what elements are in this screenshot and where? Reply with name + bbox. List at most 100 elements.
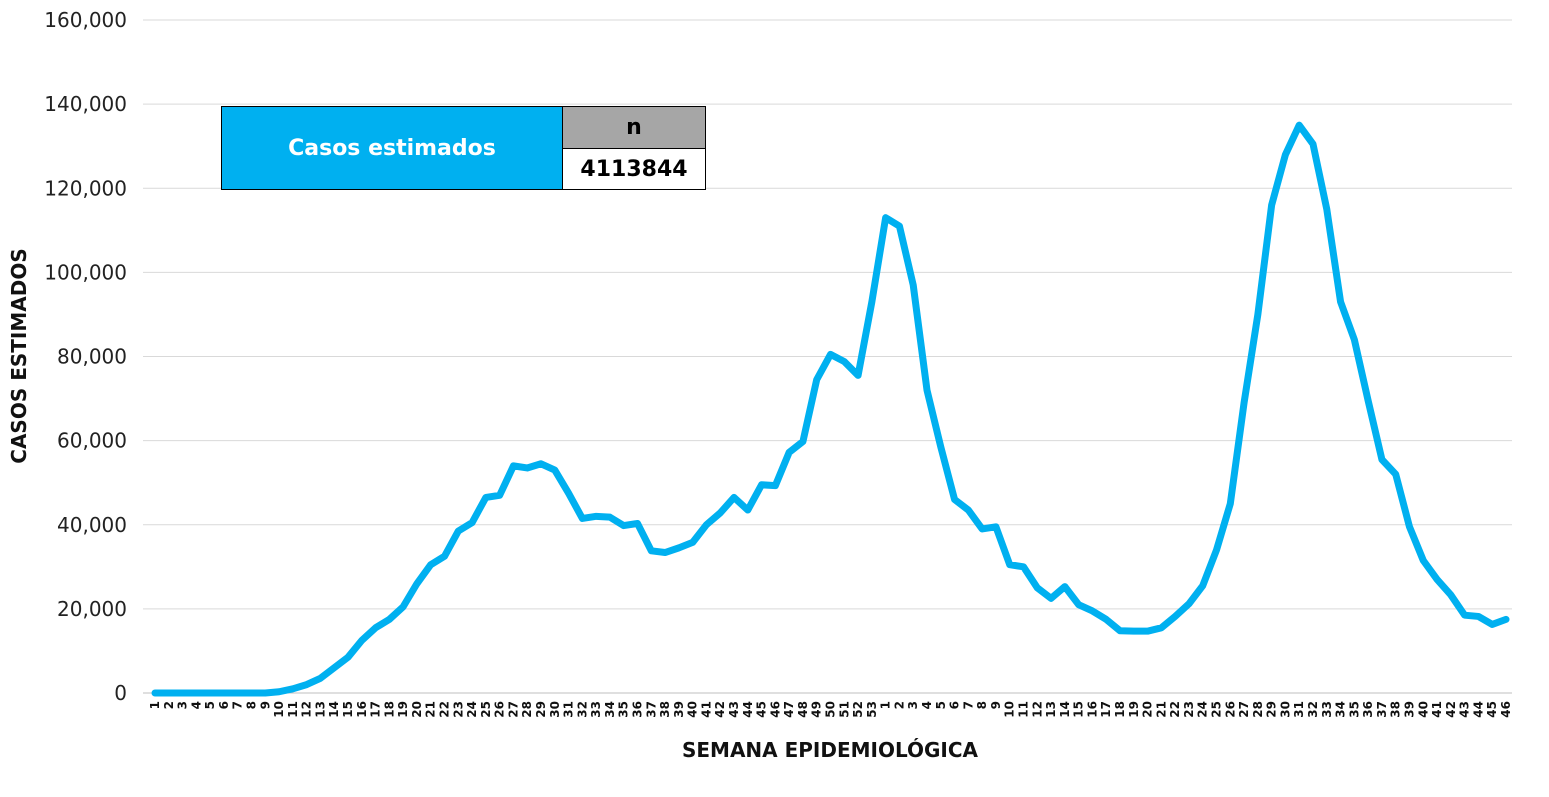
x-tick-label: 16 xyxy=(1085,701,1099,718)
x-tick-label: 37 xyxy=(644,701,658,718)
x-tick-label: 49 xyxy=(810,701,824,718)
y-tick-label: 0 xyxy=(114,681,127,705)
x-tick-label: 43 xyxy=(1458,701,1472,718)
y-axis-ticks: 0 20,000 40,000 60,000 80,000 100,000 120,000 1… xyxy=(44,8,127,705)
y-tick-label: 20,000 xyxy=(57,597,127,621)
y-tick-label: 140,000 xyxy=(44,92,127,116)
x-tick-label: 28 xyxy=(520,701,534,718)
x-tick-label: 40 xyxy=(1416,701,1430,718)
x-tick-label: 1 xyxy=(879,701,893,709)
x-tick-label: 18 xyxy=(382,701,396,718)
x-tick-label: 10 xyxy=(272,701,286,718)
x-tick-label: 40 xyxy=(686,701,700,718)
x-tick-label: 38 xyxy=(658,701,672,718)
x-tick-label: 3 xyxy=(906,701,920,709)
x-tick-label: 15 xyxy=(341,701,355,718)
x-tick-label: 46 xyxy=(1499,701,1513,718)
x-tick-label: 12 xyxy=(1030,701,1044,718)
x-tick-label: 5 xyxy=(934,701,948,709)
x-tick-label: 19 xyxy=(396,701,410,718)
x-tick-label: 47 xyxy=(782,701,796,718)
y-tick-label: 160,000 xyxy=(44,8,127,32)
x-tick-label: 8 xyxy=(975,701,989,709)
x-tick-label: 26 xyxy=(1223,701,1237,718)
x-tick-label: 13 xyxy=(313,701,327,718)
x-tick-label: 44 xyxy=(741,701,755,718)
x-tick-label: 2 xyxy=(162,701,176,709)
x-tick-label: 41 xyxy=(699,701,713,718)
x-tick-label: 39 xyxy=(672,701,686,718)
x-tick-label: 5 xyxy=(203,701,217,709)
x-tick-label: 1 xyxy=(148,701,162,709)
x-tick-label: 50 xyxy=(824,701,838,718)
legend-value-column: n 4113844 xyxy=(563,107,705,189)
x-tick-label: 36 xyxy=(1361,701,1375,718)
x-tick-label: 34 xyxy=(1334,701,1348,718)
x-tick-label: 42 xyxy=(713,701,727,718)
x-tick-label: 30 xyxy=(548,701,562,718)
x-tick-label: 37 xyxy=(1375,701,1389,718)
x-tick-label: 48 xyxy=(796,701,810,718)
x-tick-label: 23 xyxy=(1182,701,1196,718)
x-tick-label: 28 xyxy=(1251,701,1265,718)
x-tick-label: 35 xyxy=(1347,701,1361,718)
x-tick-label: 20 xyxy=(1141,701,1155,718)
x-tick-label: 45 xyxy=(755,701,769,718)
y-tick-label: 100,000 xyxy=(44,260,127,284)
x-tick-label: 25 xyxy=(1210,701,1224,718)
x-tick-label: 24 xyxy=(1196,701,1210,718)
x-tick-label: 51 xyxy=(837,701,851,718)
x-tick-label: 35 xyxy=(617,701,631,718)
x-tick-label: 32 xyxy=(575,701,589,718)
x-tick-label: 22 xyxy=(1168,701,1182,718)
x-tick-label: 39 xyxy=(1403,701,1417,718)
x-tick-label: 21 xyxy=(424,701,438,718)
x-tick-label: 22 xyxy=(438,701,452,718)
x-tick-label: 31 xyxy=(1292,701,1306,718)
x-tick-label: 17 xyxy=(1099,701,1113,718)
x-tick-label: 2 xyxy=(892,701,906,709)
x-tick-label: 31 xyxy=(562,701,576,718)
series-line-casos-estimados xyxy=(151,121,1510,697)
x-tick-label: 33 xyxy=(589,701,603,718)
x-tick-label: 14 xyxy=(1058,701,1072,718)
x-tick-label: 9 xyxy=(258,701,272,709)
x-tick-label: 33 xyxy=(1320,701,1334,718)
y-tick-label: 120,000 xyxy=(44,176,127,200)
x-tick-label: 52 xyxy=(851,701,865,718)
x-tick-label: 32 xyxy=(1306,701,1320,718)
y-tick-label: 40,000 xyxy=(57,513,127,537)
x-tick-label: 26 xyxy=(493,701,507,718)
x-tick-label: 53 xyxy=(865,701,879,718)
x-tick-label: 29 xyxy=(534,701,548,718)
x-tick-label: 13 xyxy=(1044,701,1058,718)
x-tick-label: 38 xyxy=(1389,701,1403,718)
x-tick-label: 11 xyxy=(1017,701,1031,718)
x-tick-label: 42 xyxy=(1444,701,1458,718)
x-tick-label: 29 xyxy=(1265,701,1279,718)
x-tick-label: 34 xyxy=(603,701,617,718)
y-tick-label: 80,000 xyxy=(57,345,127,369)
x-tick-label: 43 xyxy=(727,701,741,718)
x-tick-label: 36 xyxy=(631,701,645,718)
x-tick-label: 24 xyxy=(465,701,479,718)
x-tick-label: 46 xyxy=(768,701,782,718)
x-tick-label: 6 xyxy=(948,701,962,709)
legend-total-value: 4113844 xyxy=(563,149,705,189)
x-tick-label: 16 xyxy=(355,701,369,718)
x-tick-label: 14 xyxy=(327,701,341,718)
x-tick-label: 41 xyxy=(1430,701,1444,718)
x-axis-title: SEMANA EPIDEMIOLÓGICA xyxy=(682,738,979,762)
x-tick-label: 12 xyxy=(300,701,314,718)
x-tick-label: 9 xyxy=(989,701,1003,709)
x-tick-label: 27 xyxy=(506,701,520,718)
x-tick-label: 18 xyxy=(1113,701,1127,718)
y-tick-label: 60,000 xyxy=(57,429,127,453)
legend-header: n xyxy=(563,107,705,149)
x-tick-label: 45 xyxy=(1485,701,1499,718)
x-tick-label: 20 xyxy=(410,701,424,718)
x-tick-label: 4 xyxy=(920,701,934,709)
x-tick-label: 44 xyxy=(1471,701,1485,718)
legend-label: Casos estimados xyxy=(222,107,563,189)
y-axis-title: CASOS ESTIMADOS xyxy=(7,248,31,463)
